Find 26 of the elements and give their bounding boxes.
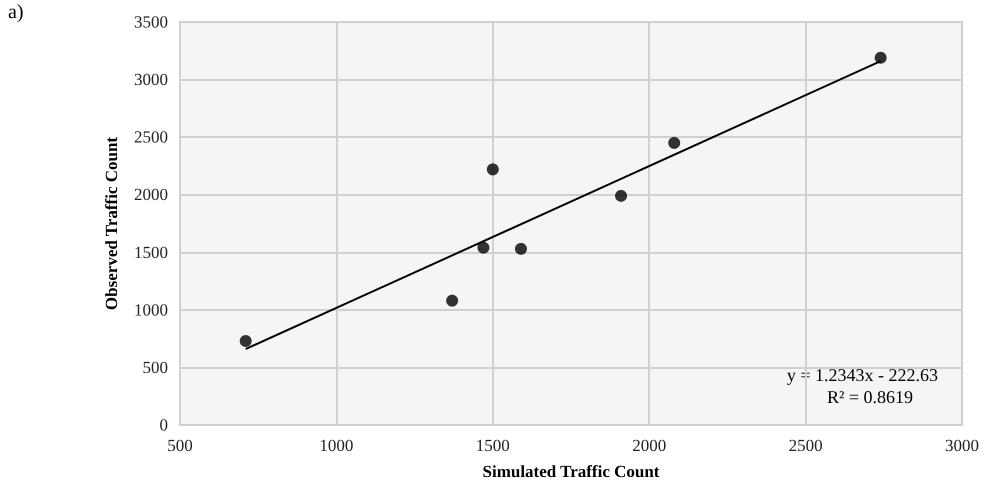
y-axis-title: Observed Traffic Count bbox=[102, 136, 121, 310]
x-tick-label: 3000 bbox=[945, 436, 979, 455]
y-tick-label: 2500 bbox=[134, 128, 168, 147]
y-tick-label: 500 bbox=[142, 358, 168, 377]
annotation: R² = 0.8619 bbox=[826, 387, 914, 407]
x-tick-label: 2000 bbox=[632, 436, 666, 455]
y-tick-label: 1000 bbox=[134, 300, 168, 320]
y-tick-label: 0 bbox=[160, 416, 168, 434]
x-tick-label: 1000 bbox=[319, 436, 354, 455]
point bbox=[240, 334, 252, 347]
y-tick-label: 2000 bbox=[134, 185, 168, 204]
text: a) bbox=[8, 1, 24, 23]
point bbox=[874, 52, 887, 64]
y-tick-label: 1500 bbox=[134, 242, 168, 262]
x-tick-label: 500 bbox=[167, 436, 193, 455]
x-tick-label: 1500 bbox=[476, 436, 510, 455]
point bbox=[615, 190, 628, 202]
x-tick-label: 2500 bbox=[788, 436, 823, 455]
point bbox=[477, 242, 490, 254]
y-tick-label: 3000 bbox=[134, 70, 168, 90]
x-axis-title: Simulated Traffic Count bbox=[482, 462, 660, 481]
point bbox=[446, 294, 458, 307]
point bbox=[486, 163, 499, 176]
point bbox=[514, 242, 527, 255]
y-tick-label: 3500 bbox=[134, 12, 168, 32]
point bbox=[668, 136, 680, 149]
